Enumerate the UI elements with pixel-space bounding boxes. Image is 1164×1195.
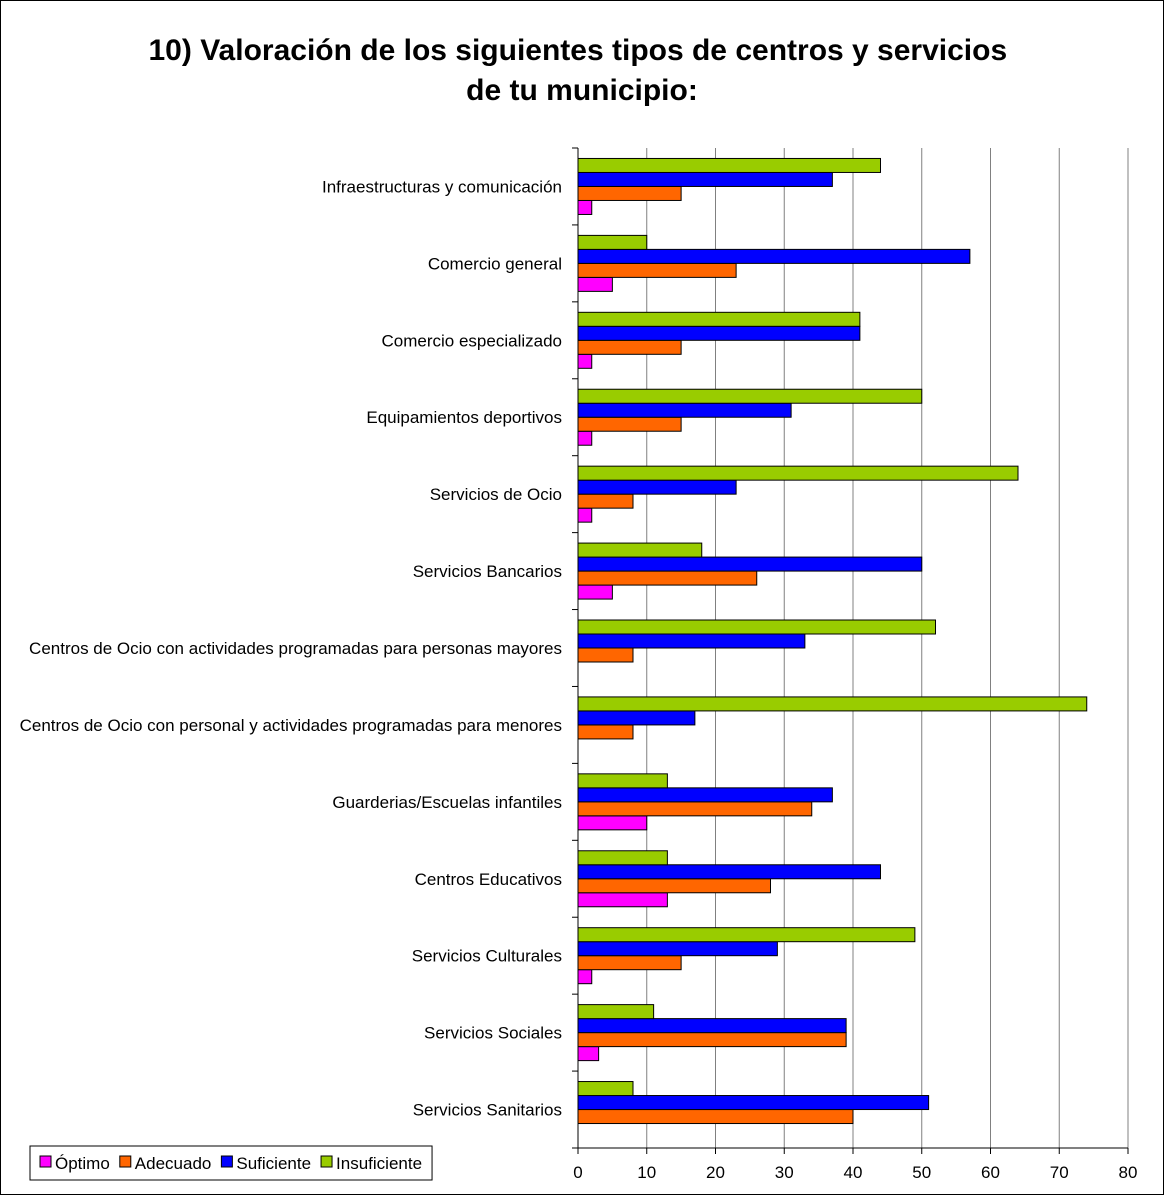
x-tick-label: 30 [775,1163,794,1182]
bar [577,388,923,404]
x-tick-label: 80 [1119,1163,1138,1182]
bar [577,633,806,649]
bar [577,570,758,586]
x-tick-label: 40 [844,1163,863,1182]
x-tick-label: 70 [1050,1163,1069,1182]
x-tick-label: 0 [573,1163,582,1182]
bar [577,402,792,418]
y-tick-label: Centros Educativos [415,870,562,889]
bar [577,815,648,831]
bar [577,493,634,509]
bar [577,773,668,789]
bar [577,1004,655,1020]
bar [577,479,737,495]
bar [577,416,682,432]
legend-label: Adecuado [135,1154,212,1173]
legend-swatch [119,1155,132,1168]
y-tick-label: Servicios Bancarios [413,562,562,581]
bar [577,696,1088,712]
bar [577,1095,930,1111]
bar [577,647,634,663]
bar [577,430,593,446]
chart-title: 10) Valoración de los siguientes tipos d… [149,34,1016,107]
bar [577,878,771,894]
bar [577,325,861,341]
legend-swatch [220,1155,233,1168]
x-tick-label: 10 [637,1163,656,1182]
y-tick-label: Centros de Ocio con personal y actividad… [20,716,562,735]
x-tick-label: 50 [912,1163,931,1182]
x-tick-label: 60 [981,1163,1000,1182]
bar [577,969,593,985]
y-tick-label: Comercio general [428,254,562,273]
bar [577,234,648,250]
bar [577,507,593,523]
y-tick-label: Servicios Sociales [424,1024,562,1043]
bar [577,1081,634,1097]
bar [577,262,737,278]
bar [577,311,861,327]
bar [577,339,682,355]
y-tick-label: Servicios de Ocio [430,485,562,504]
bar [577,1018,847,1034]
bar [577,941,778,957]
bar [577,157,881,173]
bar [577,584,613,600]
bar [577,1046,600,1062]
bar [577,724,634,740]
y-tick-label: Servicios Culturales [412,947,562,966]
legend-label: Suficiente [236,1154,311,1173]
bar [577,248,971,264]
bar [577,927,916,943]
bar [577,199,593,215]
bar [577,353,593,369]
bar [577,801,813,817]
y-tick-label: Infraestructuras y comunicación [322,177,562,196]
bar [577,787,833,803]
bar [577,850,668,866]
legend-swatch [320,1155,333,1168]
bar [577,171,833,187]
legend-label: Insuficiente [336,1154,422,1173]
bar [577,710,696,726]
bar [577,864,881,880]
x-tick-label: 20 [706,1163,725,1182]
bar [577,465,1019,481]
y-tick-label: Servicios Sanitarios [413,1101,562,1120]
bar [577,892,668,908]
legend-label: Óptimo [55,1154,110,1173]
bar [577,955,682,971]
bar [577,1032,847,1048]
bar [577,185,682,201]
y-tick-label: Comercio especializado [382,331,562,350]
bar [577,276,613,292]
bar [577,619,936,635]
bar [577,556,923,572]
legend: Óptimo Adecuado Suficiente Insuficiente [29,1145,433,1181]
bar [577,542,703,558]
y-tick-label: Centros de Ocio con actividades programa… [29,639,562,658]
legend-swatch [39,1155,52,1168]
bar [577,1109,854,1125]
y-tick-label: Guarderias/Escuelas infantiles [332,793,562,812]
y-tick-label: Equipamientos deportivos [366,408,562,427]
